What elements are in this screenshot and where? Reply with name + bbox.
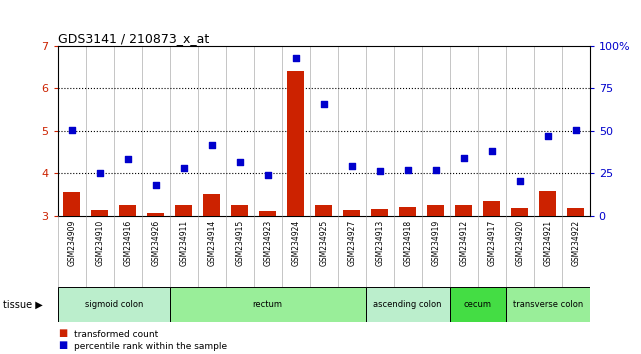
Bar: [366, 287, 450, 322]
Bar: [203, 194, 220, 216]
Text: ascending colon: ascending colon: [374, 300, 442, 309]
Bar: [315, 205, 332, 216]
Bar: [567, 208, 584, 216]
Bar: [260, 211, 276, 216]
Bar: [483, 201, 500, 216]
Text: GSM234918: GSM234918: [403, 219, 412, 266]
Text: GSM234926: GSM234926: [151, 219, 160, 266]
Point: [487, 149, 497, 154]
Bar: [399, 207, 416, 216]
Text: GSM234914: GSM234914: [207, 219, 216, 266]
Text: GSM234912: GSM234912: [459, 219, 468, 266]
Point: [570, 127, 581, 133]
Text: transverse colon: transverse colon: [513, 300, 583, 309]
Point: [67, 127, 77, 133]
Bar: [371, 209, 388, 216]
Text: ■: ■: [58, 341, 67, 350]
Point: [179, 165, 189, 171]
Text: ■: ■: [58, 328, 67, 338]
Bar: [455, 205, 472, 216]
Point: [95, 170, 105, 176]
Text: transformed count: transformed count: [74, 330, 158, 339]
Text: cecum: cecum: [463, 300, 492, 309]
Bar: [119, 205, 136, 216]
Point: [235, 159, 245, 164]
Point: [206, 142, 217, 147]
Bar: [58, 287, 170, 322]
Bar: [63, 192, 80, 216]
Text: GSM234910: GSM234910: [96, 219, 104, 266]
Text: percentile rank within the sample: percentile rank within the sample: [74, 342, 227, 351]
Point: [403, 167, 413, 172]
Bar: [344, 210, 360, 216]
Text: rectum: rectum: [253, 300, 283, 309]
Bar: [506, 287, 590, 322]
Text: GSM234916: GSM234916: [123, 219, 132, 266]
Point: [347, 163, 357, 169]
Bar: [428, 205, 444, 216]
Bar: [175, 205, 192, 216]
Text: GSM234917: GSM234917: [487, 219, 496, 266]
Text: GSM234922: GSM234922: [571, 219, 580, 266]
Bar: [450, 287, 506, 322]
Bar: [91, 210, 108, 216]
Text: sigmoid colon: sigmoid colon: [85, 300, 143, 309]
Point: [122, 156, 133, 161]
Point: [458, 155, 469, 161]
Text: GSM234909: GSM234909: [67, 219, 76, 266]
Bar: [147, 213, 164, 216]
Text: GSM234919: GSM234919: [431, 219, 440, 266]
Point: [319, 101, 329, 107]
Text: GSM234924: GSM234924: [291, 219, 300, 266]
Text: GSM234920: GSM234920: [515, 219, 524, 266]
Text: GSM234911: GSM234911: [179, 219, 188, 266]
Point: [151, 182, 161, 188]
Text: GSM234921: GSM234921: [543, 219, 552, 266]
Point: [374, 169, 385, 174]
Point: [431, 168, 441, 173]
Text: GSM234925: GSM234925: [319, 219, 328, 266]
Text: GSM234923: GSM234923: [263, 219, 272, 266]
Text: GDS3141 / 210873_x_at: GDS3141 / 210873_x_at: [58, 32, 209, 45]
Point: [263, 172, 273, 178]
Bar: [512, 208, 528, 216]
Point: [290, 55, 301, 61]
Bar: [170, 287, 366, 322]
Text: GSM234913: GSM234913: [375, 219, 384, 266]
Text: GSM234927: GSM234927: [347, 219, 356, 266]
Text: GSM234915: GSM234915: [235, 219, 244, 266]
Text: tissue ▶: tissue ▶: [3, 299, 43, 309]
Point: [542, 133, 553, 139]
Point: [515, 178, 525, 183]
Bar: [539, 191, 556, 216]
Bar: [287, 71, 304, 216]
Bar: [231, 205, 248, 216]
